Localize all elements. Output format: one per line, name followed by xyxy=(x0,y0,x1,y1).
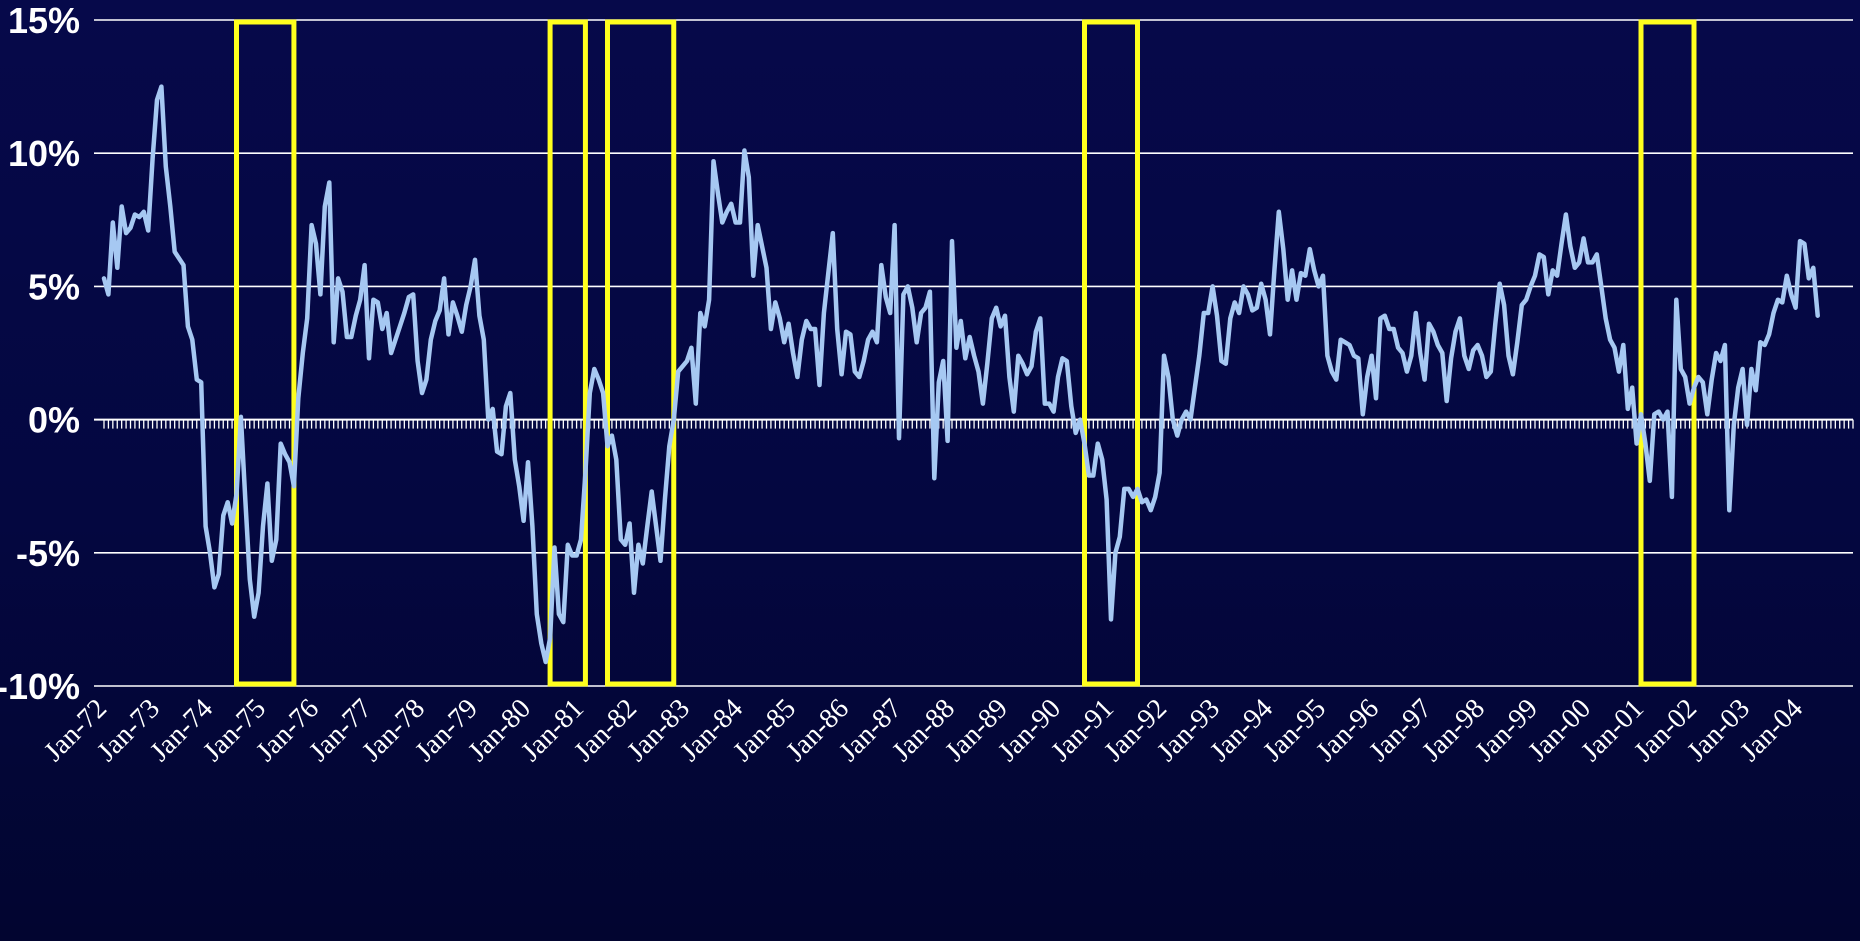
recession-highlights xyxy=(234,19,1697,687)
y-axis-tick-labels: 15% 10% 5% 0% -5% -10% xyxy=(0,0,80,707)
recession-box xyxy=(1638,19,1697,687)
recession-box xyxy=(234,19,297,687)
y-tick-label: 5% xyxy=(28,266,80,307)
y-tick-label: -5% xyxy=(16,533,80,574)
recession-box xyxy=(1082,19,1140,687)
y-tick-label: 15% xyxy=(8,0,80,41)
recession-box xyxy=(547,19,588,687)
y-tick-label: 0% xyxy=(28,400,80,441)
series-line xyxy=(101,84,1820,665)
zero-axis-minor-ticks xyxy=(103,419,1854,429)
x-tick-label: Jan-04 xyxy=(1734,693,1809,768)
recession-box xyxy=(605,19,677,687)
y-tick-label: -10% xyxy=(0,666,80,707)
x-axis-tick-labels: Jan-72Jan-73Jan-74Jan-75Jan-76Jan-77Jan-… xyxy=(38,693,1809,768)
series-layer xyxy=(101,84,1820,665)
y-tick-label: 10% xyxy=(8,133,80,174)
